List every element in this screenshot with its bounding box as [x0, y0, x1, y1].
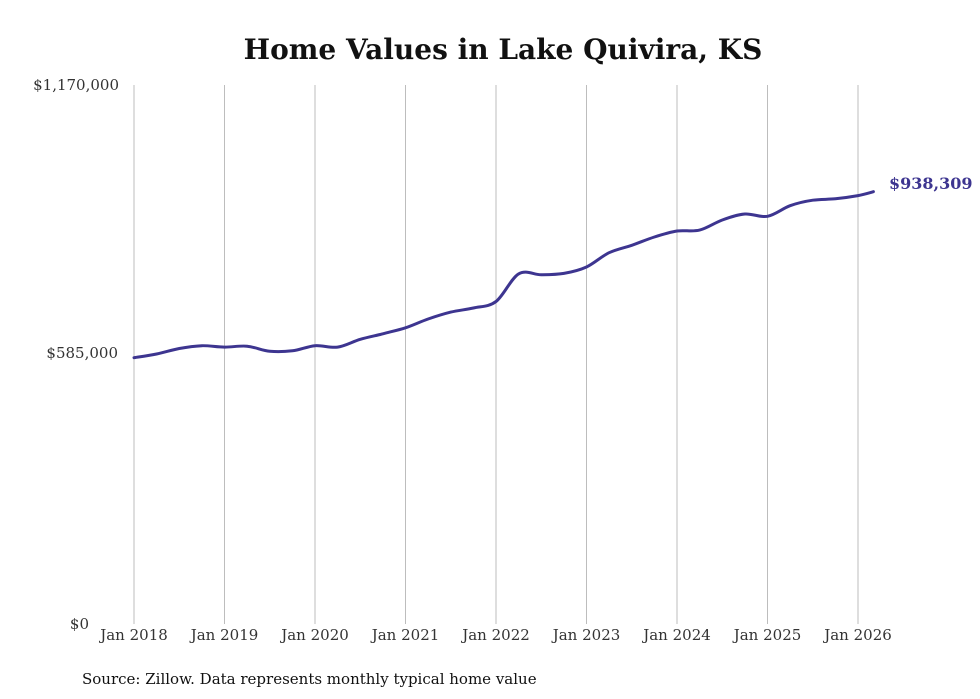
x-tick-label-8: Jan 2026 — [822, 626, 892, 644]
x-tick-label-4: Jan 2022 — [460, 626, 530, 644]
source-note: Source: Zillow. Data represents monthly … — [82, 670, 537, 688]
grid-layer — [133, 85, 859, 624]
y-tick-label-1170000: $1,170,000 — [33, 76, 119, 94]
series-line-home-value — [132, 190, 875, 360]
x-tick-label-0: Jan 2018 — [98, 626, 168, 644]
y-tick-label-0: $0 — [70, 615, 89, 633]
x-tick-label-7: Jan 2025 — [732, 626, 802, 644]
x-tick-label-5: Jan 2023 — [551, 626, 621, 644]
y-tick-label-585000: $585,000 — [46, 344, 118, 362]
x-tick-label-1: Jan 2019 — [189, 626, 259, 644]
x-tick-label-6: Jan 2024 — [641, 626, 711, 644]
x-axis-ticks: Jan 2018 Jan 2019 Jan 2020 Jan 2021 Jan 2022… — [98, 626, 892, 644]
x-tick-label-2: Jan 2020 — [279, 626, 349, 644]
chart-title: Home Values in Lake Quivira, KS — [244, 33, 763, 66]
end-value-label: $938,309 — [889, 174, 973, 193]
x-tick-label-3: Jan 2021 — [370, 626, 440, 644]
